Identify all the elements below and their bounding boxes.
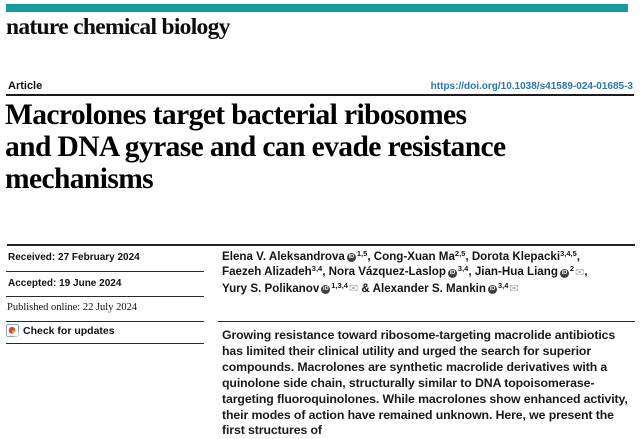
- journal-brand-bar: [6, 4, 628, 12]
- abstract-text: Growing resistance toward ribosome-targe…: [222, 328, 628, 438]
- orcid-icon[interactable]: iD: [346, 253, 356, 262]
- author-affiliation-superscript: 3,4: [498, 280, 509, 290]
- orcid-icon[interactable]: iD: [447, 268, 457, 278]
- header-rule: [6, 94, 634, 96]
- article-title-line-1: Macrolones target bacterial ribosomes: [5, 99, 467, 131]
- crossmark-icon: [6, 324, 19, 337]
- author-affiliation-superscript: 2,5: [454, 248, 466, 258]
- article-title: Macrolones target bacterial ribosomes an…: [5, 99, 627, 195]
- author-name: Jian-Hua Liang: [474, 265, 558, 279]
- author-affiliation-superscript: 2: [569, 264, 575, 274]
- meta-divider: [6, 320, 204, 322]
- accepted-date: Accepted: 19 June 2024: [8, 277, 122, 289]
- orcid-icon[interactable]: iD: [488, 285, 497, 295]
- author-name: Dorota Klepacki: [471, 249, 561, 263]
- meta-divider: [6, 296, 204, 298]
- author-name: Faezeh Alizadeh: [222, 265, 312, 279]
- published-date: Published online: 22 July 2024: [7, 302, 138, 313]
- meta-divider: [6, 270, 204, 272]
- author-affiliation-superscript: 3,4,5: [560, 248, 577, 258]
- abstract-top-rule: [218, 321, 635, 323]
- corresponding-author-email-icon[interactable]: ✉: [509, 282, 519, 296]
- corresponding-author-email-icon[interactable]: ✉: [348, 282, 359, 296]
- corresponding-author-email-icon[interactable]: ✉: [575, 265, 585, 279]
- author-affiliation-superscript: 1,5: [356, 248, 368, 258]
- author-name: Nora Vázquez-Laslop: [328, 265, 446, 279]
- received-date: Received: 27 February 2024: [8, 252, 140, 263]
- author-affiliation-superscript: 3,4: [457, 264, 469, 274]
- check-for-updates-button[interactable]: Check for updates: [6, 324, 204, 339]
- author-affiliation-superscript: 3,4: [311, 264, 323, 274]
- journal-wordmark: nature chemical biology: [6, 14, 230, 40]
- article-title-line-3: mechanisms: [5, 163, 154, 195]
- author-list: Elena V. Aleksandrova iD 1,5, Cong-Xuan Ma…: [222, 248, 588, 296]
- author-affiliation-superscript: 1,3,4: [331, 280, 348, 290]
- orcid-icon[interactable]: iD: [321, 285, 331, 295]
- columns-top-rule: [7, 244, 635, 246]
- author-name: Cong-Xuan Ma: [373, 249, 455, 263]
- author-name: Elena V. Aleksandrova: [222, 249, 345, 263]
- article-title-line-2: and DNA gyrase and can evade resistance: [5, 131, 506, 163]
- meta-divider: [6, 342, 204, 344]
- author-name: Yury S. Polikanov: [222, 281, 320, 295]
- doi-link[interactable]: https://doi.org/10.1038/s41589-024-01685…: [430, 81, 633, 92]
- author-name: Alexander S. Mankin: [372, 281, 486, 295]
- check-for-updates-label: Check for updates: [23, 325, 115, 337]
- orcid-icon[interactable]: iD: [559, 268, 569, 278]
- article-type-label: Article: [8, 80, 43, 92]
